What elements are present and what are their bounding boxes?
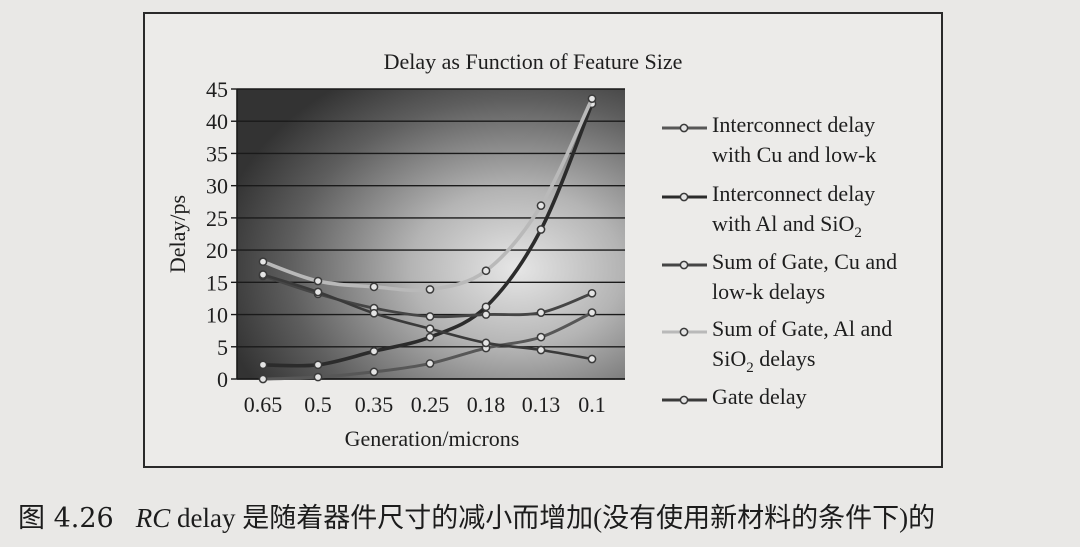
legend-swatch-marker xyxy=(679,192,689,202)
data-point xyxy=(587,308,597,317)
data-point xyxy=(481,302,491,312)
data-point xyxy=(313,372,323,382)
legend-item: Interconnect delay with Al and SiO2 xyxy=(662,181,875,241)
data-point xyxy=(425,312,435,321)
data-point xyxy=(587,288,597,298)
data-point xyxy=(258,257,268,267)
legend-item: Sum of Gate, Cu and low-k delays xyxy=(662,249,897,304)
data-point xyxy=(258,270,268,279)
legend-label: Interconnect delay xyxy=(712,112,875,137)
data-point xyxy=(258,374,268,384)
data-point xyxy=(369,346,379,356)
y-tick-label: 40 xyxy=(206,109,228,134)
y-tick-label: 25 xyxy=(206,206,228,231)
legend-label: low-k delays xyxy=(712,279,825,304)
series-layer xyxy=(258,94,597,384)
legend-item: Interconnect delay with Cu and low-k xyxy=(662,112,876,167)
chart-title: Delay as Function of Feature Size xyxy=(384,49,683,74)
data-point xyxy=(313,360,323,370)
series-1 xyxy=(258,308,597,384)
x-tick-label: 0.65 xyxy=(244,392,283,417)
legend-swatch-marker xyxy=(679,327,689,337)
y-axis-ticks: 0 5 10 15 20 25 30 35 40 45 xyxy=(206,77,237,392)
data-point xyxy=(536,332,546,342)
data-point xyxy=(369,308,379,318)
data-point xyxy=(536,201,546,210)
y-axis-label: Delay/ps xyxy=(165,195,190,273)
y-tick-label: 20 xyxy=(206,238,228,263)
legend-item: Gate delay xyxy=(662,384,807,409)
legend-label: Gate delay xyxy=(712,384,807,409)
caption-rc: RC xyxy=(135,503,171,533)
data-point xyxy=(425,359,435,368)
x-tick-label: 0.13 xyxy=(522,392,561,417)
data-point xyxy=(481,310,491,319)
legend-label: with Cu and low-k xyxy=(712,142,876,167)
data-point xyxy=(536,225,546,234)
y-tick-label: 30 xyxy=(206,174,228,199)
legend-label: Sum of Gate, Cu and xyxy=(712,249,897,274)
x-axis-label: Generation/microns xyxy=(345,426,520,451)
figure-caption: 图 4.26 RC delay 是随着器件尺寸的减小而增加(没有使用新材料的条件下… xyxy=(18,498,1078,539)
series-4 xyxy=(258,94,597,294)
legend-label: Sum of Gate, Al and xyxy=(712,316,892,341)
data-point xyxy=(587,354,597,364)
x-axis-ticks: 0.65 0.5 0.35 0.25 0.18 0.13 0.1 xyxy=(244,392,606,417)
data-point xyxy=(536,345,546,355)
data-point xyxy=(369,367,379,377)
chart: Delay as Function of Feature Size 0 5 10 15… xyxy=(165,49,897,451)
data-point xyxy=(425,332,435,342)
data-point xyxy=(587,94,597,104)
x-tick-label: 0.5 xyxy=(304,392,332,417)
y-tick-label: 10 xyxy=(206,303,228,328)
data-point xyxy=(536,308,546,317)
series-5 xyxy=(258,270,597,364)
caption-text: delay 是随着器件尺寸的减小而增加(没有使用新材料的条件下)的 xyxy=(170,503,936,533)
figure-number: 图 4.26 xyxy=(18,503,114,534)
data-point xyxy=(313,276,323,286)
x-tick-label: 0.18 xyxy=(467,392,506,417)
y-tick-label: 45 xyxy=(206,77,228,102)
grid-lines xyxy=(236,88,625,380)
legend-label: Interconnect delay xyxy=(712,181,875,206)
y-tick-label: 35 xyxy=(206,141,228,166)
legend-swatch-marker xyxy=(679,123,689,133)
data-point xyxy=(481,266,491,276)
data-point xyxy=(425,285,435,294)
legend-swatch-marker xyxy=(679,260,689,270)
x-tick-label: 0.35 xyxy=(355,392,394,417)
y-tick-label: 15 xyxy=(206,270,228,295)
y-tick-label: 0 xyxy=(217,367,228,392)
data-point xyxy=(313,287,323,297)
x-tick-label: 0.25 xyxy=(411,392,450,417)
data-point xyxy=(425,324,435,334)
data-point xyxy=(258,360,268,370)
legend-item: Sum of Gate, Al and SiO2 delays xyxy=(662,316,892,376)
data-point xyxy=(481,338,491,348)
y-tick-label: 5 xyxy=(217,335,228,360)
data-point xyxy=(369,282,379,292)
legend-label: SiO2 delays xyxy=(712,346,815,376)
x-tick-label: 0.1 xyxy=(578,392,606,417)
legend-swatch-marker xyxy=(679,395,689,405)
legend-label: with Al and SiO2 xyxy=(712,211,862,241)
